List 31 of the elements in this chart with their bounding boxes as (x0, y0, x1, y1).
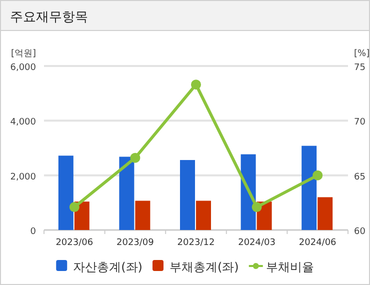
chart-title: 주요재무항목 (10, 10, 88, 25)
bar (119, 156, 134, 230)
point (312, 170, 323, 180)
legend-label: 자산총계(좌) (73, 260, 142, 274)
x-tick-label: 2023/12 (177, 238, 215, 248)
y2-tick-label: 60 (354, 227, 366, 237)
y2-tick-label: 70 (354, 118, 366, 128)
legend-label: 부채총계(좌) (170, 260, 239, 274)
bar (58, 156, 74, 230)
y2-tick-label: 75 (354, 63, 366, 73)
bar (135, 200, 150, 230)
y-tick-label: 0 (30, 227, 36, 237)
y-tick-label: 6,000 (10, 63, 36, 73)
y-tick-label: 2,000 (10, 172, 36, 182)
bar (318, 197, 333, 230)
y-axis-title: [억원] (10, 49, 36, 59)
point (252, 202, 262, 212)
x-tick-label: 2023/09 (116, 238, 154, 248)
y-tick-label: 4,000 (10, 118, 36, 128)
bar (302, 146, 317, 230)
x-tick-label: 2024/06 (298, 238, 337, 248)
point (191, 80, 201, 90)
point (69, 202, 80, 212)
y2-axis-title: [%] (354, 49, 370, 59)
point (130, 152, 140, 163)
bar (180, 160, 195, 230)
y2-tick-label: 65 (354, 172, 366, 182)
x-tick-label: 2023/06 (56, 238, 94, 248)
x-tick-label: 2024/03 (238, 238, 276, 248)
bar (196, 200, 211, 230)
legend-label: 부채비율 (266, 260, 314, 274)
